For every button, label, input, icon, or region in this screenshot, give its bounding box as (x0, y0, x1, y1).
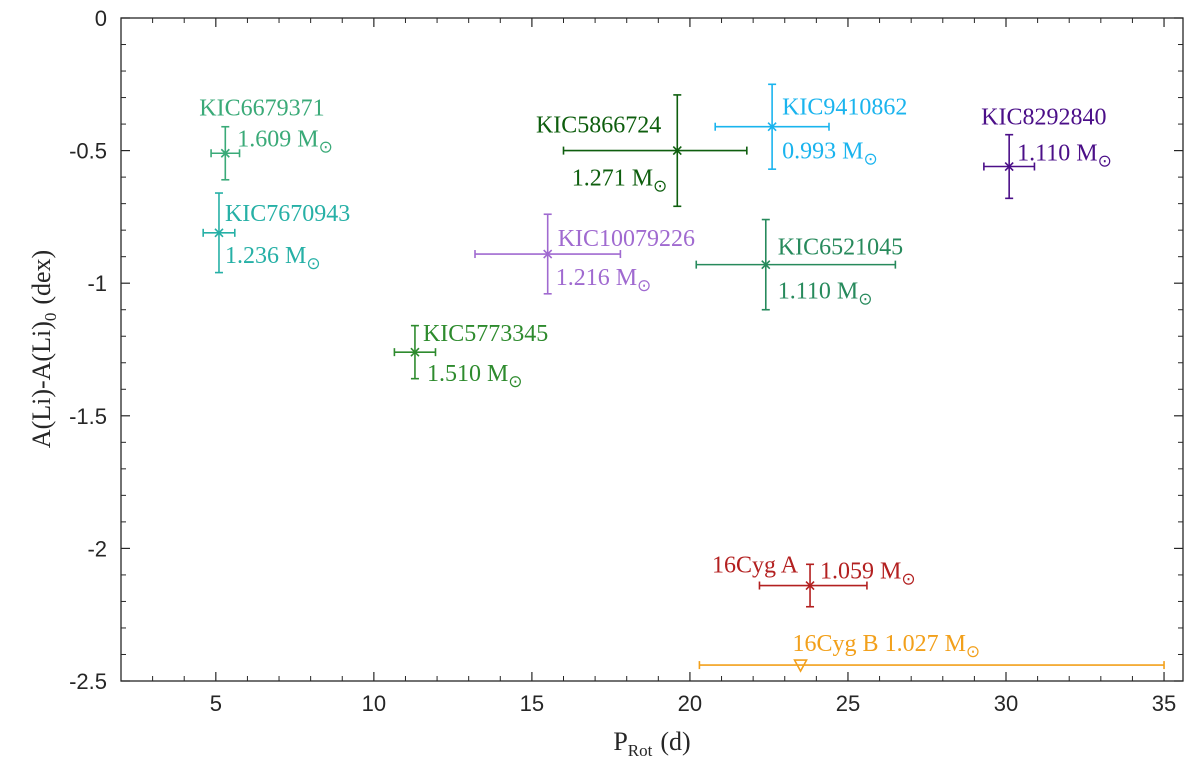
y-axis-label-unit: (dex) (27, 250, 56, 305)
x-tick-label: 20 (678, 691, 702, 716)
y-tick-label: 0 (95, 6, 107, 31)
x-tick-label: 10 (362, 691, 386, 716)
star-name-label: KIC9410862 (782, 95, 907, 121)
star-name-label: KIC10079226 (558, 226, 695, 252)
data-point-marker (672, 146, 682, 156)
mass-label: 1.236 M⊙ (225, 243, 321, 273)
data-point-marker (220, 148, 230, 158)
data-labels: KIC6679371 1.609 M⊙ KIC7670943 1.236 M⊙ KIC5… (199, 95, 1112, 661)
solar-symbol: ⊙ (901, 570, 915, 589)
star-name-label: KIC6679371 (199, 95, 324, 121)
marker-stroke (220, 148, 230, 158)
plot-frame (120, 17, 1184, 682)
mass-label: 1.271 M⊙ (572, 166, 668, 196)
solar-symbol: ⊙ (508, 372, 522, 391)
mass-label: 1.216 M⊙ (556, 265, 652, 295)
marker-stroke (410, 347, 420, 357)
x-axis-label-main: P (613, 727, 627, 756)
x-axis-label-sub: Rot (628, 741, 653, 760)
marker-stroke (761, 260, 771, 270)
y-tick-label: -0.5 (69, 139, 107, 164)
x-tick-label: 15 (520, 691, 544, 716)
data-point-marker (410, 347, 420, 357)
star-name-label: KIC7670943 (225, 201, 350, 227)
marker-stroke (767, 122, 777, 132)
solar-symbol: ⊙ (306, 254, 320, 273)
marker-stroke (1004, 161, 1014, 172)
star-name-label: KIC6521045 (778, 235, 903, 261)
data-marks (202, 83, 1165, 673)
y-axis-label-main: A(Li)-A(Li) (27, 321, 56, 448)
y-tick-label: -1.5 (69, 404, 107, 429)
star-name-label: KIC5866724 (536, 113, 661, 139)
marker-stroke (543, 249, 553, 259)
star-name-label: 16Cyg A (712, 553, 799, 579)
x-tick-label: 25 (836, 691, 860, 716)
star-name-label: KIC5773345 (423, 321, 548, 347)
x-tick-label: 35 (1152, 691, 1176, 716)
star-name-label: 16Cyg B 1.027 M⊙ (793, 631, 981, 661)
solar-symbol: ⊙ (637, 276, 651, 295)
axis-ticks: 5 10 15 20 25 30 35 0 -0.5 -1 -1.5 -2 -2.5 (69, 6, 1183, 716)
data-point-marker (761, 260, 771, 270)
marker-stroke (214, 228, 224, 238)
solar-symbol: ⊙ (1098, 152, 1112, 171)
data-point-marker (767, 122, 777, 132)
x-axis-label-unit: (d) (660, 727, 690, 756)
data-point-marker (1004, 161, 1014, 172)
solar-symbol: ⊙ (966, 642, 980, 661)
data-point-marker (214, 228, 224, 238)
mass-label: 1.110 M⊙ (778, 279, 873, 309)
x-axis-label: PRot (d) (613, 727, 690, 760)
mass-label: 1.609 M⊙ (237, 126, 333, 156)
data-point-marker (793, 659, 808, 673)
y-tick-label: -1 (87, 271, 107, 296)
mass-label: 0.993 M⊙ (782, 139, 878, 169)
y-tick-label: -2.5 (69, 669, 107, 694)
data-point-marker (805, 580, 815, 591)
y-axis-label-sub: 0 (41, 313, 60, 322)
y-tick-label: -2 (87, 536, 107, 561)
mass-label: 1.510 M⊙ (427, 361, 523, 391)
mass-label: 1.110 M⊙ (1017, 141, 1112, 171)
y-axis-label: A(Li)-A(Li)0 (dex) (27, 250, 60, 448)
mass-label: 1.059 M⊙ (820, 559, 916, 589)
data-point-marker (543, 249, 553, 259)
solar-symbol: ⊙ (858, 290, 872, 309)
star-name-label: KIC8292840 (981, 105, 1106, 131)
x-tick-label: 30 (994, 691, 1018, 716)
solar-symbol: ⊙ (863, 150, 877, 169)
marker-stroke (805, 580, 815, 591)
x-tick-label: 5 (210, 691, 222, 716)
marker-stroke (672, 146, 682, 156)
solar-symbol: ⊙ (319, 137, 333, 156)
solar-symbol: ⊙ (653, 177, 667, 196)
